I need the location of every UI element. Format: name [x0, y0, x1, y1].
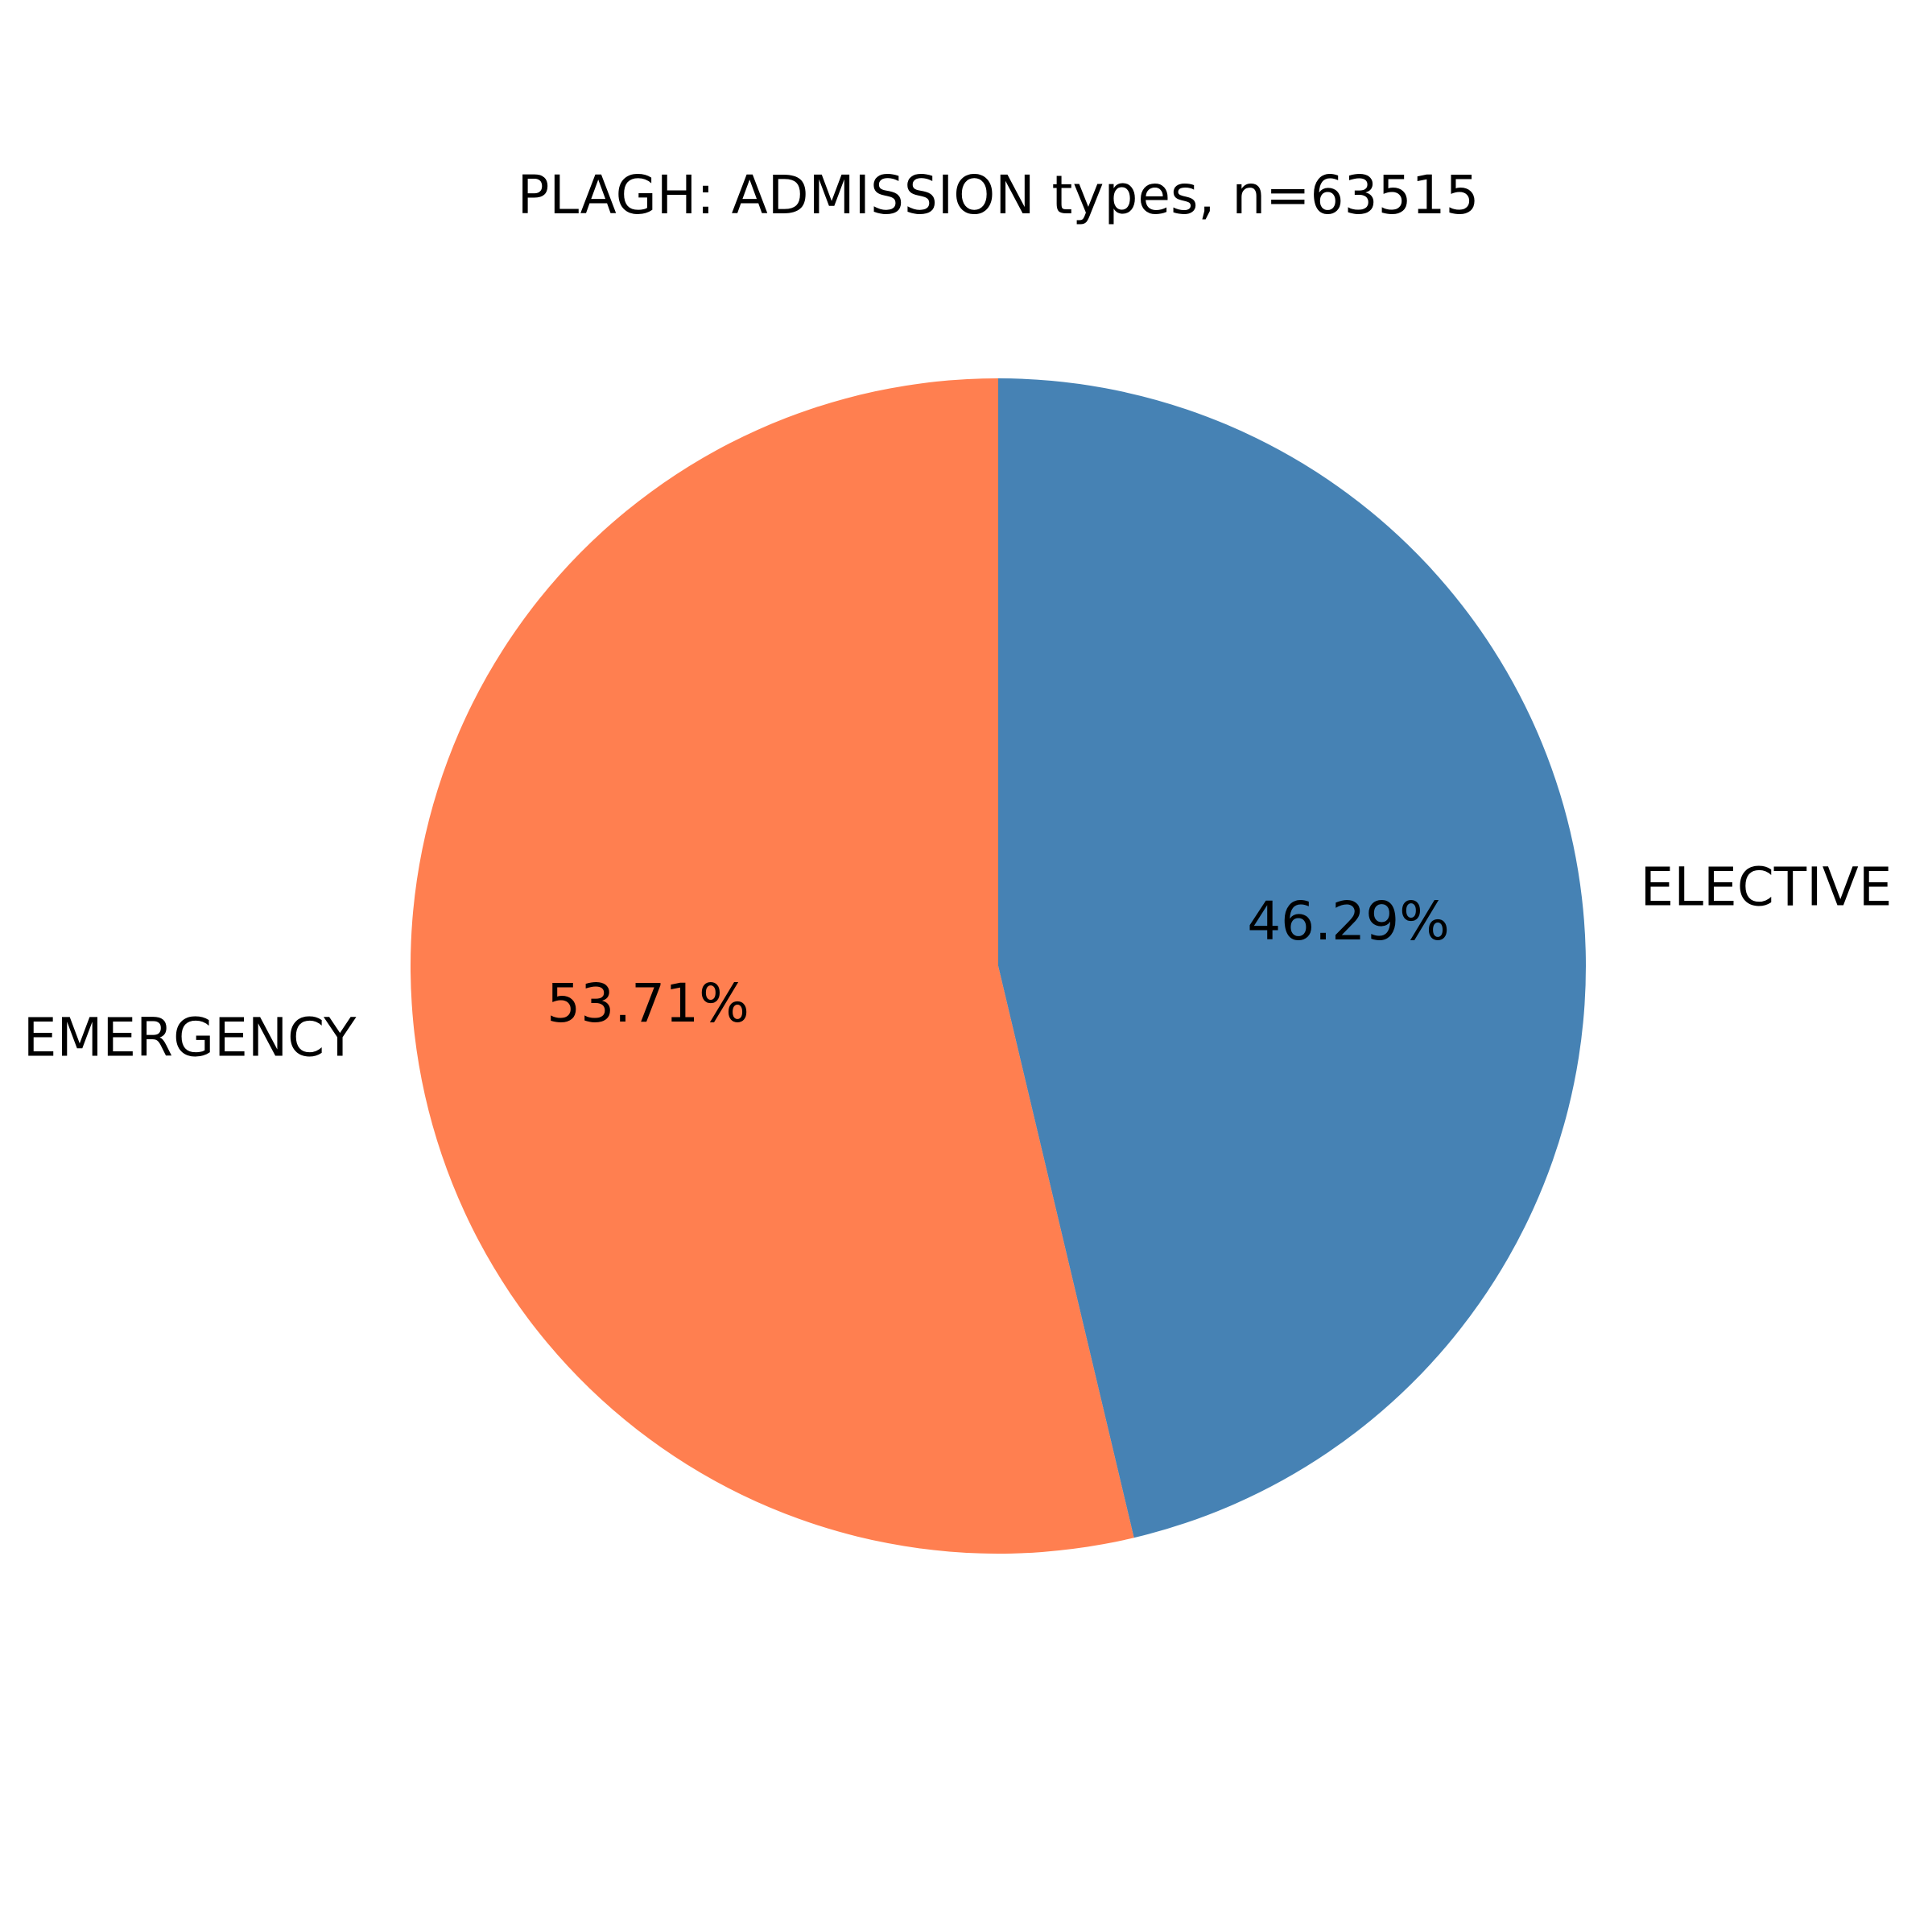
chart-title: PLAGH: ADMISSION types, n=63515 [518, 164, 1480, 226]
pie-slice-elective [998, 378, 1587, 1538]
slice-percent-emergency: 53.71% [547, 972, 749, 1034]
pie-slice-emergency [411, 378, 1134, 1554]
pie-slices [411, 378, 1587, 1554]
slice-label-emergency: EMERGENCY [23, 1006, 357, 1068]
pie-labels: ELECTIVE 46.29% EMERGENCY 53.71% [23, 857, 1893, 1069]
slice-label-elective: ELECTIVE [1641, 857, 1893, 919]
slice-percent-elective: 46.29% [1247, 890, 1450, 952]
